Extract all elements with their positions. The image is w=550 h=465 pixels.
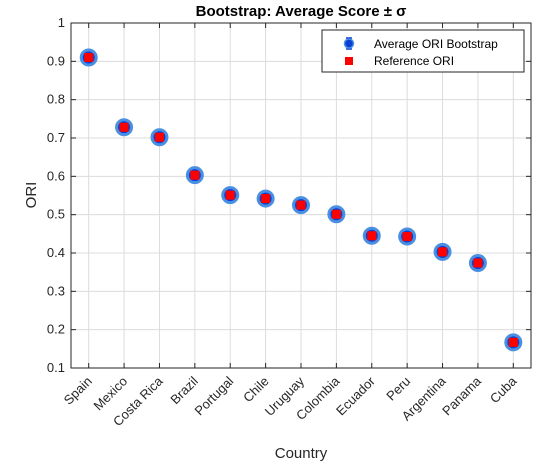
data-marks [79, 48, 523, 352]
y-tick-label: 0.7 [47, 130, 65, 145]
y-tick-label: 0.9 [47, 53, 65, 68]
x-tick-label-portugal: Portugal [192, 373, 237, 418]
y-axis-ticks: 0.1 0.2 0.3 0.4 0.5 0.6 0.7 0.8 0.9 1 [47, 15, 531, 375]
reference-ori-point-portugal [225, 190, 235, 200]
chart-title: Bootstrap: Average Score ± σ [196, 3, 407, 20]
legend-marker-average [343, 37, 355, 50]
x-tick-label-panama: Panama [439, 373, 484, 418]
reference-ori-point-spain [84, 53, 94, 62]
x-tick-label-ecuador: Ecuador [333, 373, 378, 418]
reference-ori-point-peru [402, 232, 412, 242]
reference-ori-point-ecuador [367, 231, 377, 241]
y-tick-label: 0.1 [47, 360, 65, 375]
legend-label-average: Average ORI Bootstrap [374, 37, 498, 51]
reference-ori-point-colombia [331, 209, 341, 219]
y-tick-label: 0.5 [47, 207, 65, 222]
reference-ori-point-argentina [438, 247, 448, 257]
reference-ori-point-mexico [119, 122, 129, 132]
reference-ori-point-uruguay [296, 200, 306, 210]
reference-ori-point-panama [473, 258, 483, 268]
legend: Average ORI Bootstrap Reference ORI [321, 29, 525, 73]
y-tick-label: 0.3 [47, 283, 65, 298]
reference-ori-point-chile [261, 194, 271, 204]
x-tick-label-chile: Chile [240, 374, 272, 406]
grid [71, 23, 531, 368]
x-axis-label: Country [275, 445, 328, 462]
legend-marker-reference [345, 57, 353, 65]
reference-ori-point-cuba [508, 337, 518, 347]
y-tick-label: 0.6 [47, 168, 65, 183]
y-tick-label: 1 [58, 15, 65, 30]
legend-box [321, 29, 525, 73]
y-tick-label: 0.2 [47, 322, 65, 337]
reference-ori-point-brazil [190, 170, 200, 180]
y-tick-label: 0.8 [47, 92, 65, 107]
y-axis-label: ORI [23, 182, 40, 209]
x-tick-label-peru: Peru [383, 374, 413, 404]
y-tick-label: 0.4 [47, 245, 65, 260]
reference-ori-point-costa-rica [154, 132, 164, 142]
x-tick-label-cuba: Cuba [487, 373, 520, 406]
legend-label-reference: Reference ORI [374, 54, 454, 68]
